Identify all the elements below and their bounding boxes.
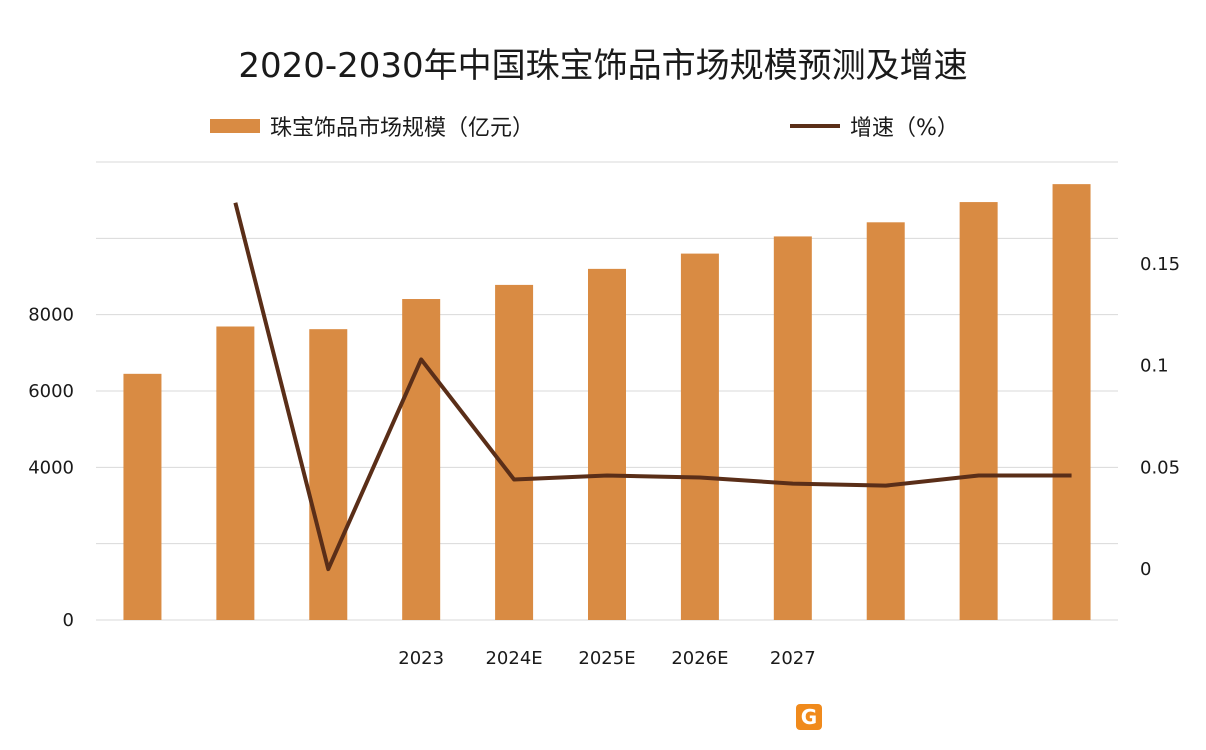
x-tick-label: 2026E — [671, 648, 728, 669]
bar — [866, 222, 905, 620]
y-left-tick-label: 6000 — [28, 381, 74, 402]
y-left-tick-label: 0 — [63, 610, 74, 631]
x-tick-label: 2027 — [770, 648, 816, 669]
x-tick-label: 2023 — [398, 648, 444, 669]
bar — [959, 202, 998, 620]
legend-label-market-size: 珠宝饰品市场规模（亿元） — [270, 116, 535, 141]
bar — [588, 268, 626, 620]
legend-item-growth-rate: 增速（%） — [790, 110, 959, 142]
y-right-tick-label: 0.05 — [1140, 457, 1180, 478]
brand-logo: G — [796, 704, 822, 730]
x-tick-label: 2024E — [485, 648, 542, 669]
legend-item-market-size: 珠宝饰品市场规模（亿元） — [210, 110, 534, 142]
legend-label-growth-rate: 增速（%） — [850, 116, 959, 141]
bar — [216, 326, 255, 620]
growth-line — [233, 202, 1072, 572]
chart-title: 2020-2030年中国珠宝饰品市场规模预测及增速 — [238, 46, 968, 86]
y-left-tick-label: 8000 — [28, 305, 74, 326]
y-right-tick-label: 0.15 — [1140, 254, 1180, 275]
bar — [495, 284, 534, 620]
bar — [402, 299, 441, 620]
bar — [1052, 184, 1091, 621]
legend-swatch-bar — [210, 119, 260, 133]
legend-swatch-line — [790, 124, 840, 128]
y-right-tick-label: 0 — [1140, 559, 1151, 580]
y-left-tick-label: 4000 — [28, 457, 74, 478]
y-right-tick-label: 0.1 — [1140, 356, 1169, 377]
bar — [309, 329, 348, 620]
bar — [123, 373, 162, 620]
bar — [773, 236, 812, 621]
x-tick-label: 2025E — [578, 648, 635, 669]
bar — [680, 253, 719, 620]
